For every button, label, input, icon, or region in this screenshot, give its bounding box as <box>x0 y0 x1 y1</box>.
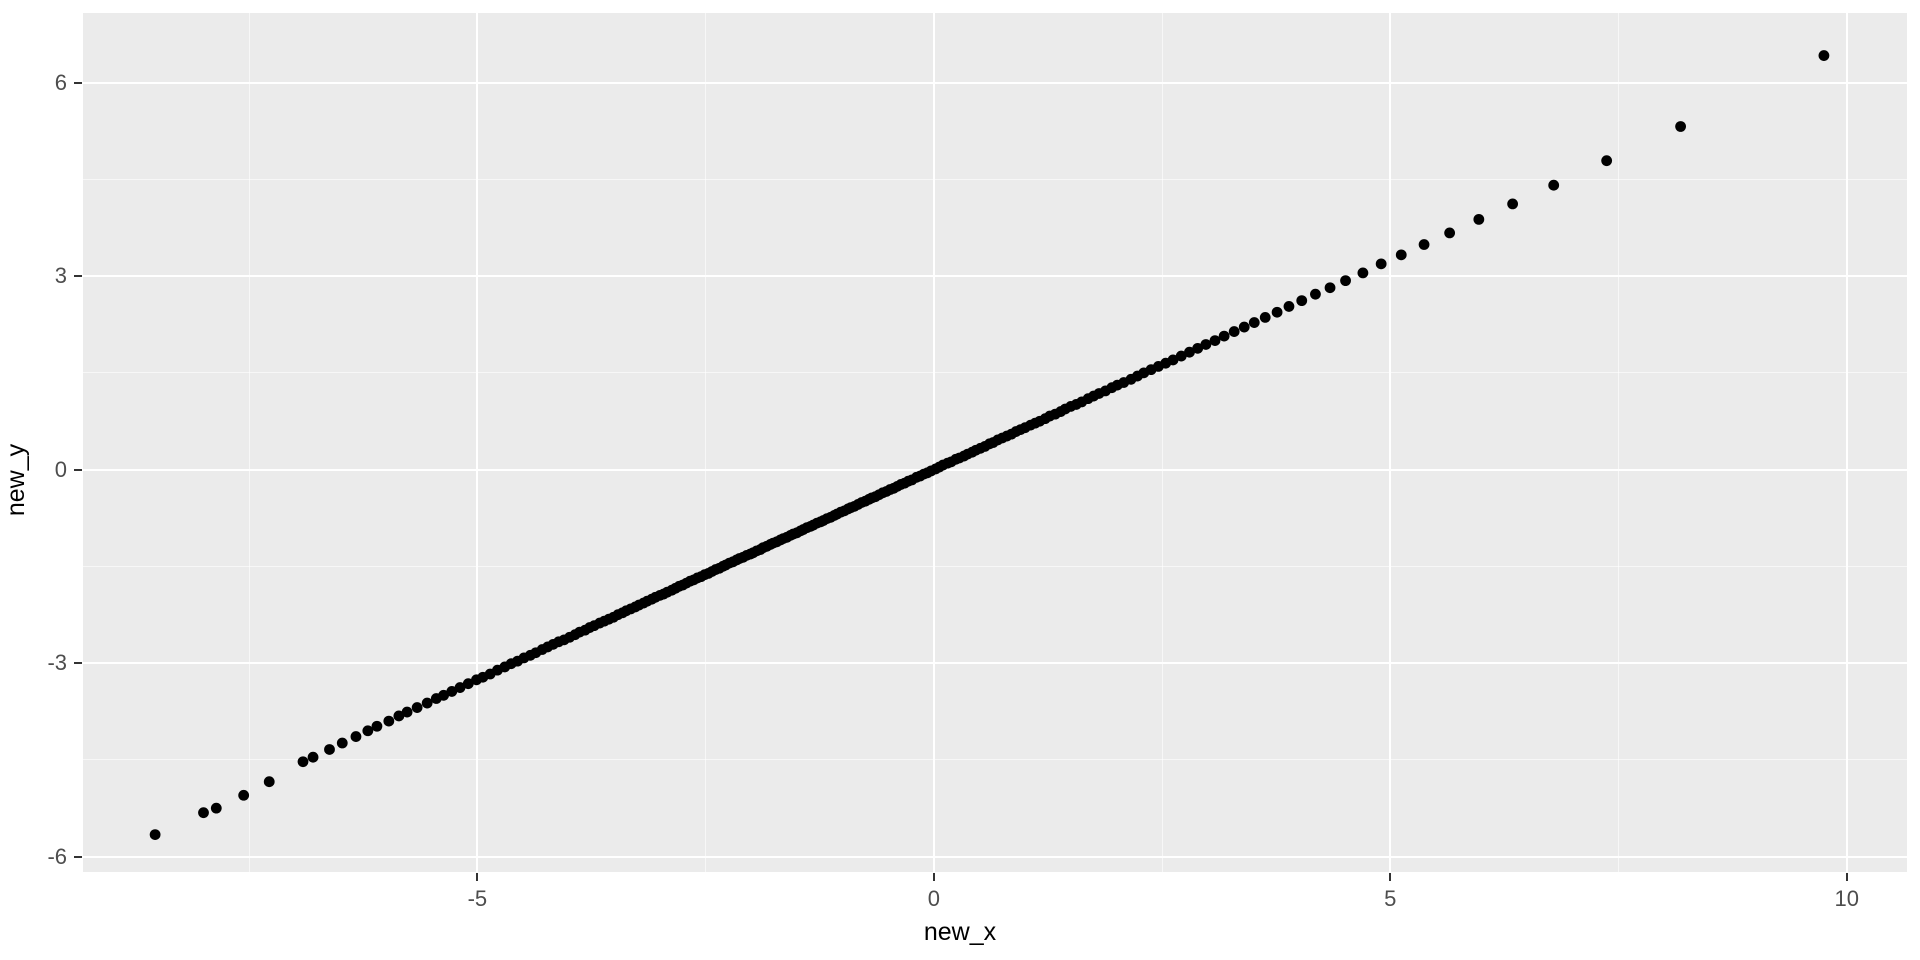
data-point <box>1310 288 1321 300</box>
data-point <box>1675 121 1686 132</box>
gridline-minor-x <box>248 13 250 872</box>
gridline-minor-y <box>83 565 1907 567</box>
data-point <box>1418 239 1430 250</box>
data-point <box>1167 354 1179 366</box>
data-point <box>1248 317 1260 328</box>
data-point <box>307 751 319 763</box>
data-point <box>1324 282 1336 294</box>
gridline-minor-y <box>83 372 1907 374</box>
gridline-major-x <box>1389 13 1392 872</box>
y-tick-label: 6 <box>54 69 67 95</box>
x-tick-mark <box>476 873 479 881</box>
plot-panel <box>83 13 1907 872</box>
y-tick-label: -3 <box>47 650 67 676</box>
data-point <box>1192 342 1204 354</box>
data-point <box>1228 326 1240 337</box>
data-point <box>350 731 362 742</box>
data-point <box>1175 350 1187 362</box>
data-point <box>1395 249 1407 261</box>
y-tick-label: -6 <box>47 843 67 869</box>
data-point <box>336 737 348 749</box>
y-tick-mark <box>74 855 82 858</box>
gridline-minor-x <box>1161 13 1163 872</box>
x-tick-label: 5 <box>1384 886 1397 911</box>
data-point <box>1818 50 1830 61</box>
data-point <box>362 725 374 737</box>
x-tick-label: -5 <box>467 886 488 911</box>
x-tick-mark <box>1389 873 1392 881</box>
data-point <box>1184 346 1195 358</box>
data-point <box>238 789 250 801</box>
gridline-major-y <box>83 662 1907 665</box>
data-point <box>1259 311 1271 323</box>
y-tick-label: 0 <box>54 456 67 482</box>
y-tick-mark <box>74 81 82 84</box>
data-point <box>454 682 466 693</box>
data-point <box>1507 198 1519 210</box>
gridline-minor-y <box>83 759 1907 761</box>
data-point <box>263 776 275 788</box>
data-point <box>210 802 222 814</box>
data-point <box>1271 306 1283 318</box>
data-point <box>1218 330 1230 342</box>
gridline-major-y <box>83 468 1907 471</box>
x-tick-label: 10 <box>1834 886 1859 911</box>
data-point <box>198 807 209 819</box>
data-point <box>446 686 458 697</box>
gridline-minor-x <box>705 13 707 872</box>
data-point <box>1209 335 1221 347</box>
data-point <box>1444 227 1456 239</box>
x-tick-mark <box>932 873 935 881</box>
data-point <box>401 706 413 718</box>
gridline-major-x <box>1845 13 1848 872</box>
data-point <box>1601 155 1613 167</box>
x-tick-label: 0 <box>927 886 940 911</box>
data-point <box>421 697 433 709</box>
gridline-major-x <box>932 13 935 872</box>
y-tick-mark <box>74 468 82 471</box>
data-point <box>1548 179 1560 191</box>
data-points-layer <box>149 50 1830 840</box>
data-point <box>1357 267 1369 279</box>
data-point <box>1200 339 1212 350</box>
data-point <box>438 689 449 701</box>
gridline-major-y <box>83 855 1907 858</box>
y-tick-mark <box>74 275 82 278</box>
data-point <box>1238 321 1250 333</box>
data-point <box>1340 275 1351 287</box>
gridline-minor-x <box>1618 13 1620 872</box>
y-tick-mark <box>74 662 82 665</box>
data-point <box>149 829 161 840</box>
data-point <box>1473 213 1485 225</box>
data-point <box>462 678 474 690</box>
data-point <box>383 715 395 727</box>
data-point <box>297 756 309 768</box>
gridline-minor-y <box>83 178 1907 180</box>
data-point <box>371 720 383 732</box>
gridline-major-y <box>83 81 1907 84</box>
data-point <box>1375 258 1387 270</box>
data-point <box>324 744 335 755</box>
x-tick-mark <box>1845 873 1848 881</box>
y-tick-label: 3 <box>54 263 67 289</box>
gridline-major-y <box>83 275 1907 278</box>
data-point <box>411 702 423 713</box>
data-point <box>393 710 405 722</box>
x-axis-title: new_x <box>923 918 997 946</box>
data-point <box>1283 301 1295 312</box>
gridline-major-x <box>476 13 479 872</box>
data-point <box>1296 295 1308 307</box>
y-axis-title: new_y <box>2 443 30 517</box>
